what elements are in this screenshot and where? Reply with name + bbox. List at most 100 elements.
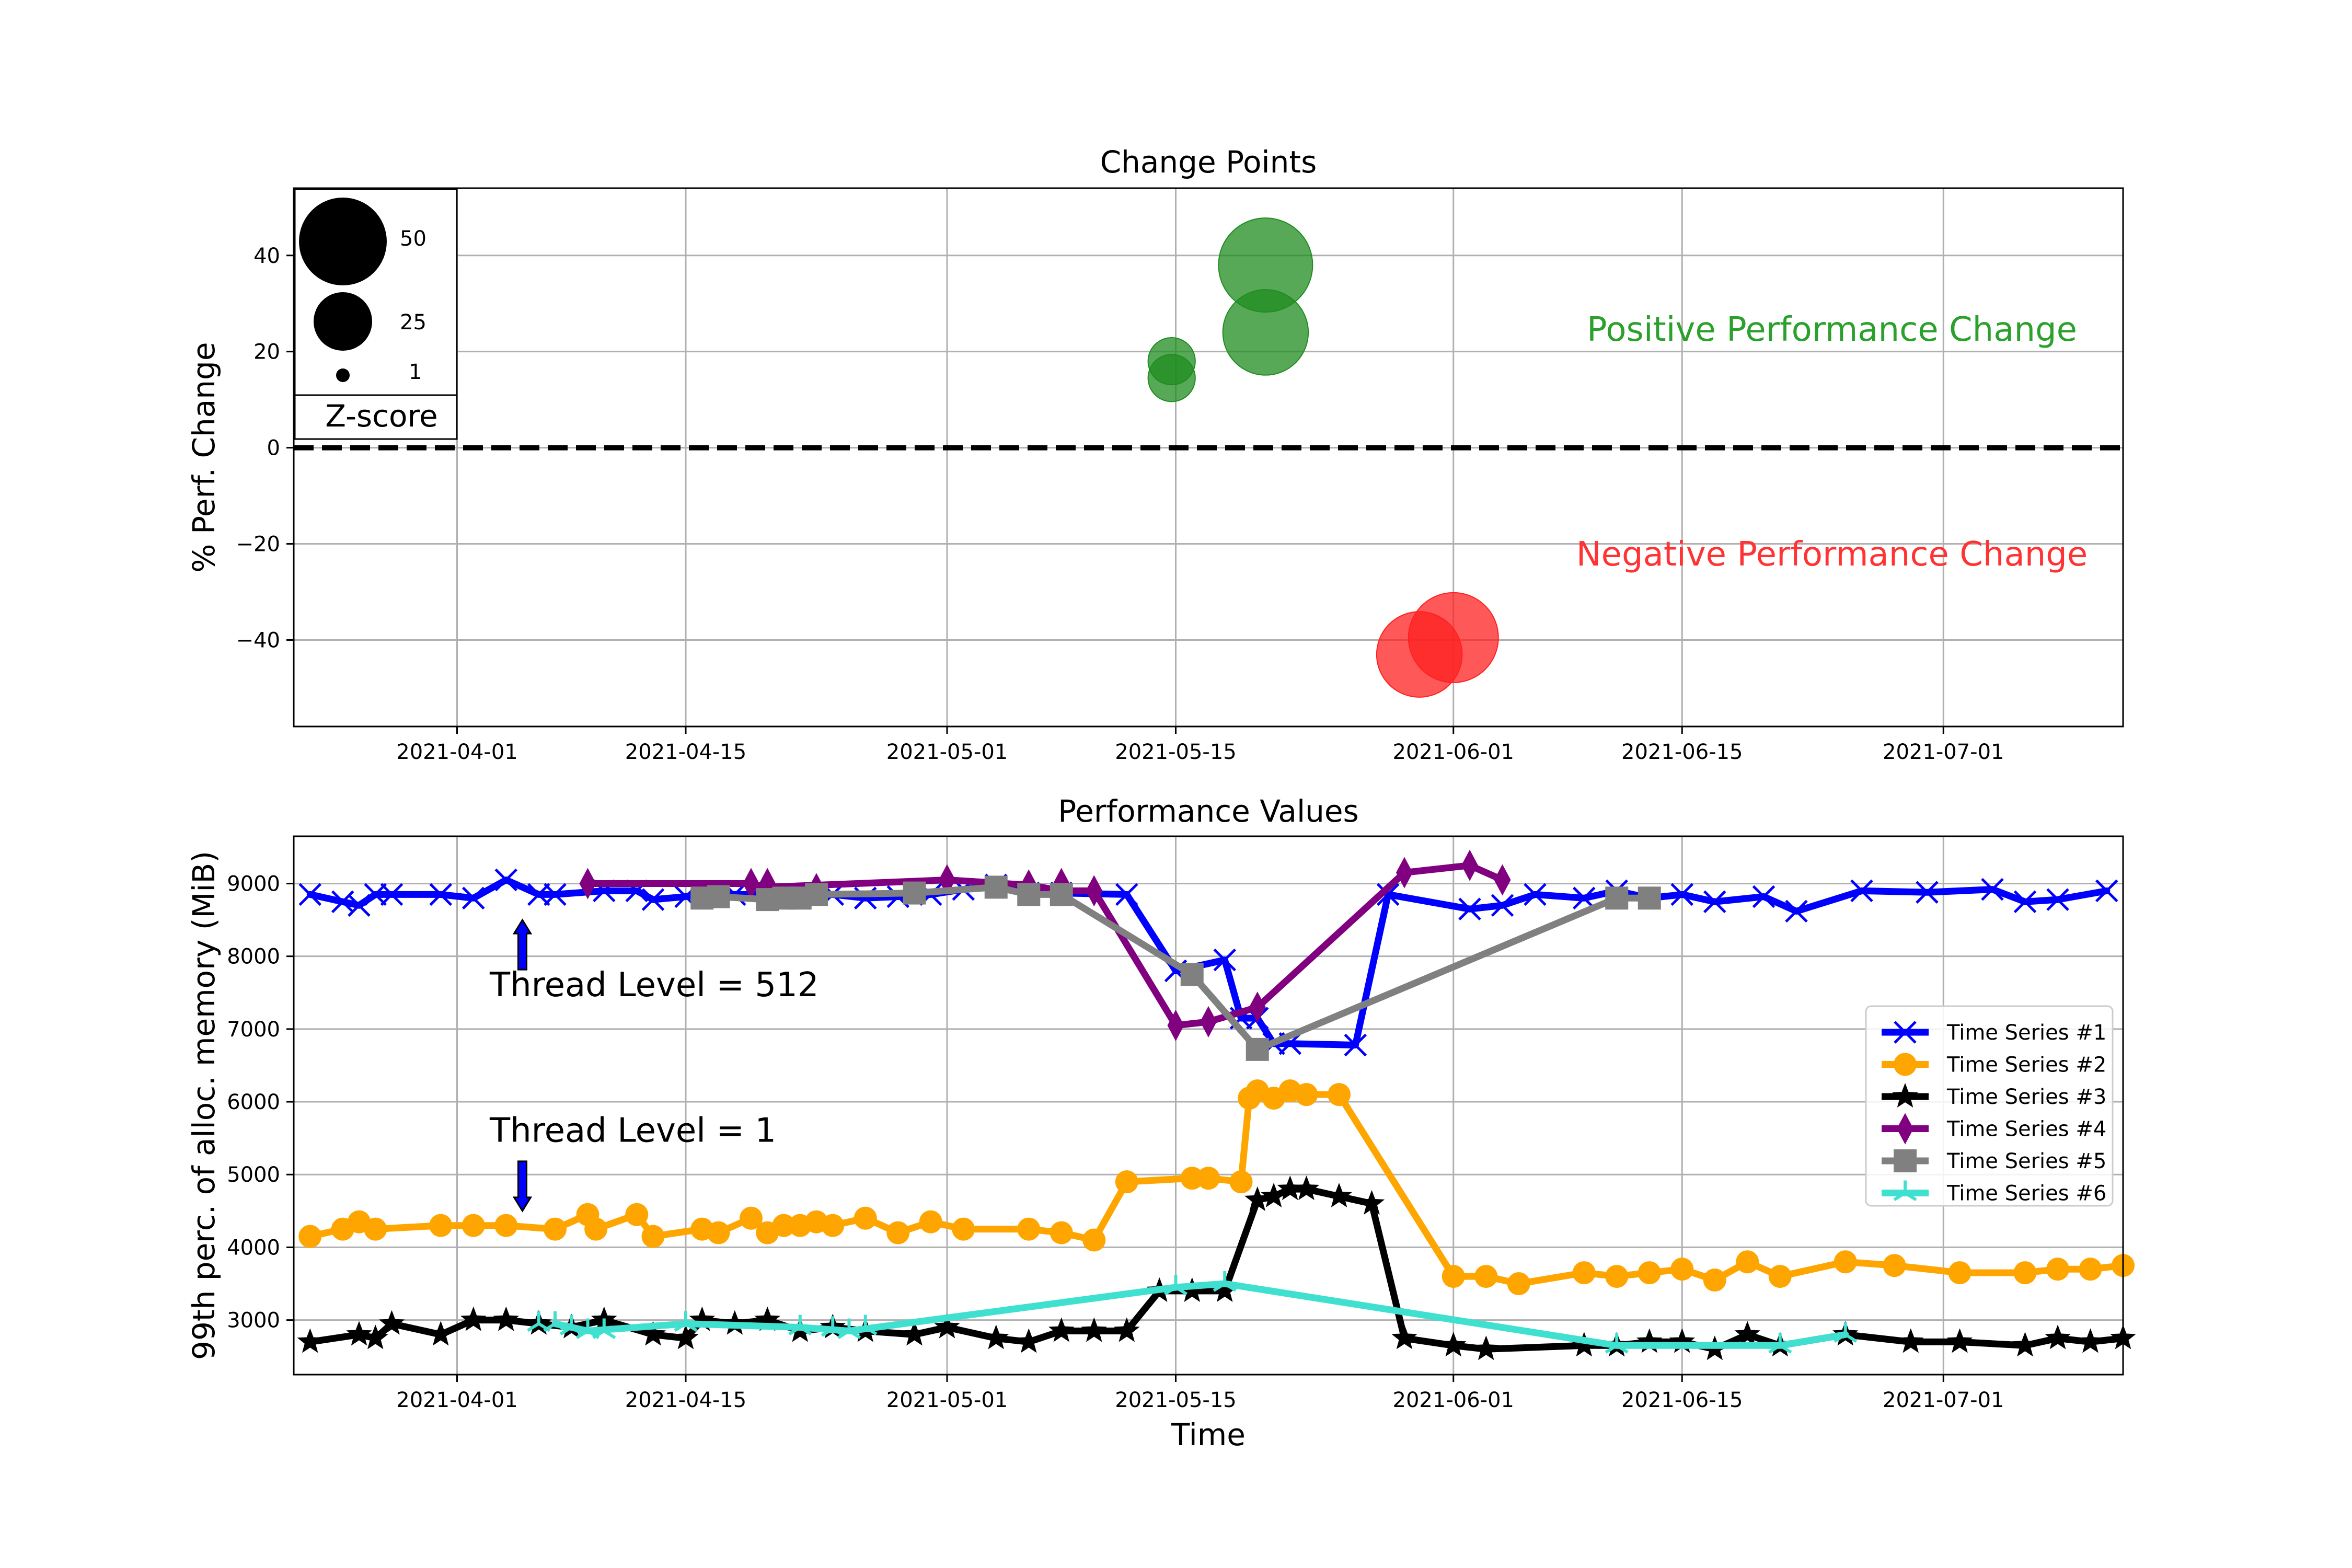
- change-points-x-tick-label: 2021-05-15: [1115, 740, 1236, 764]
- z-score-legend: 50 25 1 Z-score: [295, 189, 457, 439]
- series-2-point: [1082, 1229, 1105, 1252]
- series-2-point: [494, 1214, 517, 1237]
- performance-y-tick-label: 6000: [227, 1090, 280, 1114]
- legend-size-1-label: 1: [409, 360, 422, 384]
- series-2-point: [1328, 1083, 1351, 1106]
- performance-y-tick-label: 7000: [227, 1018, 280, 1042]
- series-2-point: [1115, 1170, 1138, 1193]
- change-points-y-tick-label: 40: [253, 244, 280, 268]
- series-2-point: [2079, 1258, 2102, 1281]
- series-2-point: [1230, 1170, 1253, 1193]
- series-2-point: [707, 1221, 730, 1244]
- series-5-point: [1181, 963, 1204, 986]
- change-points-panel: 2021-04-01 2021-04-15 2021-05-01 2021-05-15…: [186, 144, 2123, 764]
- series-5-point: [1017, 883, 1040, 906]
- legend-entry-label: Time Series #3: [1946, 1085, 2106, 1109]
- series-2-point: [1949, 1261, 1971, 1284]
- series-2-point: [462, 1214, 485, 1237]
- change-points-x-tick-label: 2021-05-01: [886, 740, 1008, 764]
- series-2-point: [625, 1203, 648, 1226]
- performance-y-tick-label: 9000: [227, 872, 280, 896]
- negative-change-annotation: Negative Performance Change: [1576, 535, 2088, 574]
- change-points-x-ticks: 2021-04-01 2021-04-15 2021-05-01 2021-05-15…: [396, 727, 2004, 764]
- legend-size-25-label: 25: [400, 310, 426, 335]
- series-2-point: [1050, 1221, 1073, 1244]
- change-points-x-tick-label: 2021-04-01: [396, 740, 517, 764]
- series-2-point: [1670, 1258, 1693, 1281]
- series-2-point: [1017, 1218, 1040, 1241]
- series-2-point: [1883, 1254, 1906, 1277]
- legend-entry-label: Time Series #2: [1946, 1053, 2106, 1077]
- series-2-point: [919, 1210, 942, 1233]
- performance-x-tick-label: 2021-06-01: [1393, 1388, 1514, 1412]
- performance-y-tick-label: 5000: [227, 1163, 280, 1187]
- performance-values-title: Performance Values: [1058, 793, 1358, 829]
- series-2-point: [584, 1218, 607, 1241]
- legend-size-50-marker: [299, 198, 387, 285]
- series-2-point: [2014, 1261, 2037, 1284]
- series-2-point: [1605, 1265, 1628, 1288]
- series-5-point: [985, 875, 1008, 898]
- change-points-x-tick-label: 2021-07-01: [1883, 740, 2004, 764]
- series-2-point: [1736, 1250, 1759, 1273]
- series-2-point: [298, 1225, 321, 1248]
- performance-values-panel: 2021-04-01 2021-04-15 2021-05-01 2021-05-15…: [186, 793, 2136, 1452]
- legend-entry-label: Time Series #4: [1946, 1117, 2106, 1142]
- performance-values-y-ticks: 3000 4000 5000 6000 7000 8000 9000: [227, 872, 294, 1332]
- legend-size-1-marker: [336, 368, 350, 382]
- positive-change-annotation: Positive Performance Change: [1587, 310, 2077, 349]
- legend-marker-swatch: [1894, 1149, 1917, 1172]
- performance-values-x-label: Time: [1171, 1417, 1246, 1452]
- positive-change-point: [1223, 290, 1309, 375]
- change-points-y-tick-label: −40: [236, 628, 280, 652]
- series-2-point: [1197, 1167, 1220, 1190]
- legend-entry-label: Time Series #6: [1946, 1182, 2106, 1206]
- thread-level-label: Thread Level = 512: [489, 966, 819, 1005]
- negative-change-point: [1409, 593, 1498, 683]
- series-2-point: [1703, 1269, 1726, 1292]
- series-5-point: [1638, 886, 1661, 909]
- change-points-y-label: % Perf. Change: [186, 342, 222, 572]
- performance-values-x-ticks: 2021-04-01 2021-04-15 2021-05-01 2021-05-15…: [396, 1375, 2004, 1412]
- series-5-point: [1050, 883, 1073, 906]
- series-2-point: [544, 1218, 567, 1241]
- performance-y-tick-label: 3000: [227, 1309, 280, 1333]
- series-5-point: [1605, 886, 1628, 909]
- performance-x-tick-label: 2021-04-15: [625, 1388, 746, 1412]
- series-5-point: [1246, 1038, 1269, 1061]
- legend-z-score-title: Z-score: [325, 398, 438, 434]
- series-2-point: [1573, 1261, 1596, 1284]
- change-points-x-tick-label: 2021-06-01: [1393, 740, 1514, 764]
- series-2-point: [1638, 1261, 1661, 1284]
- series-2-point: [1834, 1250, 1857, 1273]
- series-2-point: [1769, 1265, 1792, 1288]
- change-points-y-tick-label: 0: [267, 436, 280, 460]
- legend-marker-swatch: [1894, 1053, 1917, 1076]
- change-points-y-tick-label: −20: [236, 533, 280, 557]
- performance-x-tick-label: 2021-05-01: [886, 1388, 1008, 1412]
- legend-size-50-label: 50: [400, 227, 426, 251]
- series-legend: Time Series #1Time Series #2Time Series …: [1866, 1006, 2113, 1206]
- change-points-title: Change Points: [1100, 144, 1317, 180]
- series-2-point: [642, 1225, 665, 1248]
- change-points-x-tick-label: 2021-04-15: [625, 740, 746, 764]
- series-2-point: [2046, 1258, 2069, 1281]
- series-2-point: [1507, 1272, 1530, 1295]
- performance-y-tick-label: 8000: [227, 945, 280, 969]
- series-2-point: [952, 1218, 975, 1241]
- series-2-point: [821, 1214, 844, 1237]
- legend-entry-label: Time Series #5: [1946, 1149, 2106, 1173]
- performance-x-tick-label: 2021-06-15: [1621, 1388, 1743, 1412]
- change-points-x-tick-label: 2021-06-15: [1621, 740, 1743, 764]
- positive-change-point: [1148, 354, 1195, 401]
- performance-x-tick-label: 2021-05-15: [1115, 1388, 1236, 1412]
- series-2-point: [886, 1221, 909, 1244]
- series-2-point: [429, 1214, 452, 1237]
- series-5-point: [707, 885, 730, 908]
- series-2-point: [364, 1218, 387, 1241]
- series-2-point: [1442, 1265, 1465, 1288]
- change-points-y-ticks: −40 −20 0 20 40: [236, 244, 294, 653]
- performance-x-tick-label: 2021-04-01: [396, 1388, 517, 1412]
- performance-y-tick-label: 4000: [227, 1236, 280, 1260]
